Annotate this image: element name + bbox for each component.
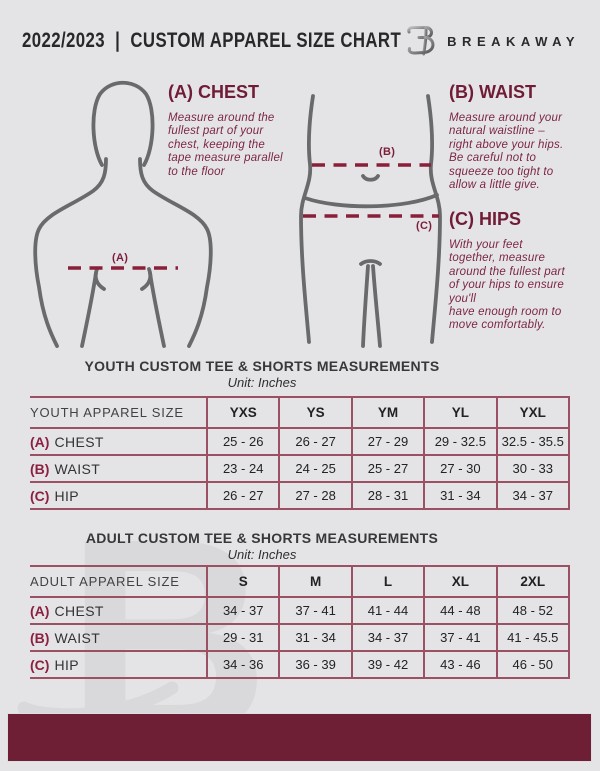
left-inner-leg	[361, 264, 370, 348]
waist-guide: (B) WAIST Measure around your natural wa…	[449, 82, 597, 192]
youth-waist-value: 30 - 33	[495, 454, 570, 482]
row-key: (C)	[30, 656, 50, 673]
youth-waist-value: 27 - 30	[423, 454, 497, 482]
youth-waist-value: 25 - 27	[350, 454, 425, 482]
youth-waist-value: 24 - 25	[278, 454, 352, 482]
chest-guide: (A) CHEST Measure around the fullest par…	[168, 82, 313, 179]
right-torso-outline	[426, 94, 442, 344]
adult-waist-value: 29 - 31	[205, 623, 280, 651]
youth-hip-row: (C) HIP 26 - 27 27 - 28 28 - 31 31 - 34 3…	[30, 481, 570, 510]
adult-chest-value: 41 - 44	[350, 596, 425, 624]
row-key: (A)	[30, 433, 50, 450]
youth-hip-value: 26 - 27	[205, 481, 280, 510]
youth-hip-value: 31 - 34	[423, 481, 497, 510]
adult-chest-value: 34 - 37	[205, 596, 280, 624]
hips-guide-heading: (C) HIPS	[449, 209, 521, 229]
adult-hip-value: 36 - 39	[278, 650, 352, 679]
youth-section-title: YOUTH CUSTOM TEE & SHORTS MEASUREMENTS	[84, 358, 440, 374]
torso-diagram	[299, 94, 442, 348]
row-key: (B)	[30, 629, 50, 646]
brand-logo: BREAKAWAY	[406, 22, 580, 60]
chest-marker-label: (A)	[112, 252, 129, 264]
youth-waist-row: (B) WAIST 23 - 24 24 - 25 25 - 27 27 - 30…	[30, 454, 570, 482]
row-name: CHEST	[54, 602, 104, 619]
adult-chest-value: 48 - 52	[495, 596, 570, 624]
waist-guide-heading: (B) WAIST	[449, 82, 536, 102]
row-name: HIP	[54, 487, 79, 504]
head-outline	[91, 80, 155, 167]
navel	[361, 174, 380, 182]
row-name: CHEST	[54, 433, 104, 450]
adult-size-col: XL	[423, 565, 497, 597]
adult-hip-value: 39 - 42	[350, 650, 425, 679]
youth-chest-value: 32.5 - 35.5	[495, 427, 570, 455]
adult-size-col: S	[205, 565, 280, 597]
adult-hip-value: 34 - 36	[205, 650, 280, 679]
page-title: 2022/2023 | CUSTOM APPAREL SIZE CHART	[22, 29, 402, 52]
youth-size-col: YM	[350, 396, 425, 428]
youth-chest-value: 29 - 32.5	[423, 427, 497, 455]
row-name: WAIST	[54, 460, 101, 477]
youth-waist-value: 23 - 24	[205, 454, 280, 482]
adult-waist-row: (B) WAIST 29 - 31 31 - 34 34 - 37 37 - 41…	[30, 623, 570, 651]
youth-section-unit: Unit: Inches	[227, 375, 297, 390]
waist-marker-label: (B)	[379, 146, 396, 158]
adult-section-unit: Unit: Inches	[227, 547, 297, 562]
adult-size-col: M	[278, 565, 352, 597]
chest-guide-text: Measure around the fullest part of your …	[168, 112, 283, 178]
row-key: (C)	[30, 487, 50, 504]
left-shoulder-arm	[33, 157, 108, 348]
youth-hip-value: 27 - 28	[278, 481, 352, 510]
adult-waist-value: 41 - 45.5	[495, 623, 570, 651]
youth-size-header: YOUTH APPAREL SIZE	[30, 396, 207, 428]
adult-chest-value: 37 - 41	[278, 596, 352, 624]
adult-waist-value: 31 - 34	[278, 623, 352, 651]
adult-chest-row: (A) CHEST 34 - 37 37 - 41 41 - 44 44 - 48…	[30, 596, 570, 624]
adult-section-title: ADULT CUSTOM TEE & SHORTS MEASUREMENTS	[85, 530, 439, 546]
adult-hip-value: 43 - 46	[423, 650, 497, 679]
brand-name: BREAKAWAY	[447, 33, 580, 49]
youth-size-table: YOUTH APPAREL SIZE YXS YS YM YL YXL (A) C…	[30, 396, 570, 510]
chest-guide-heading: (A) CHEST	[168, 82, 259, 102]
youth-hip-value: 34 - 37	[495, 481, 570, 510]
right-inner-leg	[371, 264, 382, 348]
adult-hip-row: (C) HIP 34 - 36 36 - 39 39 - 42 43 - 46 4…	[30, 650, 570, 679]
adult-header-row: ADULT APPAREL SIZE S M L XL 2XL	[30, 565, 570, 597]
hips-marker-label: (C)	[416, 220, 433, 232]
hips-guide: (C) HIPS With your feet together, measur…	[449, 209, 599, 333]
row-name: WAIST	[54, 629, 101, 646]
hips-guide-text: With your feet together, measure around …	[449, 239, 565, 332]
youth-chest-value: 27 - 29	[350, 427, 425, 455]
youth-chest-value: 26 - 27	[278, 427, 352, 455]
left-inner-arm	[80, 271, 98, 348]
youth-chest-row: (A) CHEST 25 - 26 26 - 27 27 - 29 29 - 32…	[30, 427, 570, 455]
adult-size-table: ADULT APPAREL SIZE S M L XL 2XL (A) CHEST…	[30, 565, 570, 679]
adult-size-header: ADULT APPAREL SIZE	[30, 565, 207, 597]
row-key: (B)	[30, 460, 50, 477]
row-key: (A)	[30, 602, 50, 619]
adult-hip-value: 46 - 50	[495, 650, 570, 679]
adult-chest-value: 44 - 48	[423, 596, 497, 624]
youth-hip-value: 28 - 31	[350, 481, 425, 510]
upper-body-diagram	[33, 80, 213, 348]
youth-size-col: YL	[423, 396, 497, 428]
waist-guide-text: Measure around your natural waistline – …	[449, 112, 564, 192]
right-inner-arm	[148, 271, 166, 348]
youth-chest-value: 25 - 26	[205, 427, 280, 455]
adult-size-col: 2XL	[495, 565, 570, 597]
youth-size-col: YS	[278, 396, 352, 428]
row-name: HIP	[54, 656, 79, 673]
footer-bar	[7, 713, 592, 762]
adult-waist-value: 37 - 41	[423, 623, 497, 651]
youth-size-col: YXS	[205, 396, 280, 428]
youth-size-col: YXL	[495, 396, 570, 428]
breakaway-b-icon	[407, 26, 435, 56]
adult-size-col: L	[350, 565, 425, 597]
youth-header-row: YOUTH APPAREL SIZE YXS YS YM YL YXL	[30, 396, 570, 428]
hip-crease	[303, 193, 439, 209]
right-shoulder-arm	[138, 157, 213, 348]
adult-waist-value: 34 - 37	[350, 623, 425, 651]
crotch-curve	[359, 259, 382, 266]
